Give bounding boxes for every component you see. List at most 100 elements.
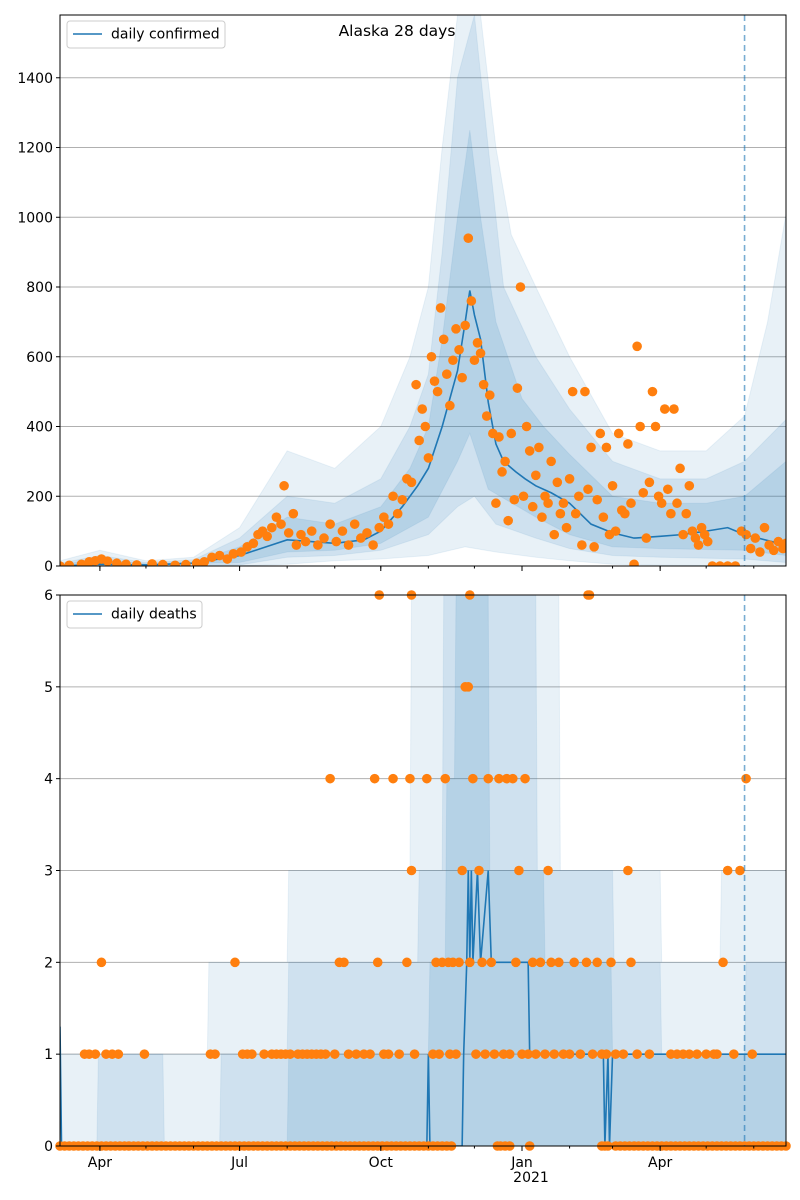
confirmed-observed-point: [271, 512, 282, 522]
deaths-observed-point: [535, 957, 546, 968]
confirmed-observed-point: [715, 561, 725, 566]
deaths-observed-point: [320, 1049, 331, 1059]
confirmed-observed-point: [768, 545, 779, 556]
deaths-observed-point: [729, 1049, 739, 1059]
confirmed-y-tick-label: 1000: [17, 210, 53, 226]
confirmed-observed-point: [331, 536, 342, 547]
confirmed-observed-point: [564, 474, 575, 484]
confirmed-observed-point: [561, 522, 572, 533]
deaths-observed-point: [527, 957, 538, 968]
confirmed-observed-point: [472, 338, 483, 348]
deaths-observed-point: [440, 773, 451, 784]
deaths-y-axis: 0 1 2 3 4 5 6: [44, 588, 60, 1155]
deaths-observed-point: [113, 1049, 124, 1059]
confirmed-observed-point: [460, 320, 471, 331]
confirmed-observed-point: [296, 529, 306, 540]
confirmed-observed-point: [750, 533, 761, 543]
deaths-y-tick-label: 3: [44, 864, 53, 880]
confirmed-observed-point: [527, 501, 538, 512]
confirmed-y-tick-label: 800: [26, 280, 53, 296]
confirmed-observed-point: [392, 508, 403, 519]
confirmed-observed-point: [549, 529, 560, 540]
deaths-observed-point: [712, 1049, 722, 1059]
deaths-observed-point: [575, 1049, 586, 1059]
confirmed-observed-point: [577, 540, 587, 550]
confirmed-observed-point: [306, 526, 317, 536]
confirmed-observed-point: [291, 540, 302, 550]
confirmed-uncertainty-bands: [60, 15, 786, 566]
deaths-observed-point: [531, 1049, 541, 1059]
confirmed-observed-point: [199, 557, 210, 566]
confirmed-observed-point: [537, 512, 547, 522]
confirmed-band-1: [60, 15, 786, 566]
confirmed-observed-point: [337, 526, 348, 536]
confirmed-observed-point: [684, 480, 695, 491]
confirmed-observed-point: [755, 547, 765, 557]
x-tick-label: Oct: [369, 1155, 394, 1171]
confirmed-observed-point: [745, 543, 756, 554]
confirmed-observed-point: [102, 556, 113, 566]
deaths-y-tick-label: 4: [44, 772, 53, 788]
confirmed-observed-point: [515, 282, 526, 292]
confirmed-observed-point: [469, 355, 480, 366]
confirmed-frame: [59, 14, 787, 567]
deaths-y-tick-label: 0: [44, 1139, 53, 1155]
confirmed-observed-point: [423, 453, 434, 463]
x-axis-year-label: 2021: [513, 1170, 549, 1186]
deaths-observed-point: [329, 1049, 340, 1059]
confirmed-legend-label: daily confirmed: [111, 27, 220, 43]
deaths-observed-point: [339, 957, 349, 968]
deaths-observed-point: [463, 682, 474, 692]
deaths-observed-point: [644, 1049, 655, 1059]
deaths-observed-point: [514, 865, 524, 876]
confirmed-observed-point: [481, 411, 492, 421]
confirmed-observed-point: [368, 540, 378, 550]
confirmed-observed-point: [647, 386, 658, 397]
confirmed-observed-point: [552, 477, 563, 488]
confirmed-legend-box: [66, 20, 226, 49]
deaths-observed-point: [601, 1049, 612, 1059]
deaths-observed-point: [434, 1049, 444, 1059]
confirmed-observed-point: [454, 344, 464, 355]
confirmed-observed-point: [343, 540, 354, 550]
confirmed-observed-point: [426, 351, 437, 362]
deaths-observed-point: [632, 1049, 642, 1059]
deaths-observed-point: [465, 957, 475, 968]
deaths-observed-point: [369, 773, 380, 784]
confirmed-observed-point: [445, 400, 455, 411]
deaths-observed-point: [477, 957, 487, 968]
deaths-observed-point: [457, 865, 467, 876]
x-tick-label: Jul: [230, 1155, 248, 1171]
confirmed-observed-point: [429, 376, 440, 386]
confirmed-observed-point: [457, 372, 467, 383]
deaths-observed-point: [402, 957, 412, 968]
deaths-observed-point: [747, 1049, 758, 1059]
deaths-observed-point: [494, 773, 504, 784]
confirmed-observed-point: [666, 508, 676, 519]
deaths-observed-point: [540, 1049, 550, 1059]
confirmed-observed-point: [214, 550, 225, 561]
confirmed-observed-point: [730, 561, 741, 566]
confirmed-observed-point: [207, 552, 217, 563]
deaths-observed-point: [471, 1049, 481, 1059]
deaths-legend-label: daily deaths: [111, 607, 197, 623]
deaths-observed-point: [383, 1049, 394, 1059]
deaths-observed-point: [587, 1049, 598, 1059]
confirmed-observed-point: [521, 421, 532, 432]
confirmed-observed-point: [543, 498, 553, 509]
confirmed-observed-point: [191, 558, 202, 566]
confirmed-observed-point: [279, 480, 289, 491]
deaths-y-tick-label: 1: [44, 1047, 53, 1063]
deaths-observed-point: [564, 1049, 575, 1059]
confirmed-observed-point: [478, 379, 489, 390]
deaths-observed-point: [90, 1049, 101, 1059]
deaths-observed-point: [554, 957, 564, 968]
deaths-observed-point: [684, 1049, 695, 1059]
confirmed-observed-point: [64, 560, 75, 566]
deaths-observed-point: [468, 773, 478, 784]
confirmed-observed-point: [121, 559, 131, 566]
confirmed-observed-point: [463, 233, 474, 243]
confirmed-observed-point: [623, 439, 633, 449]
deaths-x-axis: Apr Jul Oct Jan Apr: [88, 1146, 755, 1171]
